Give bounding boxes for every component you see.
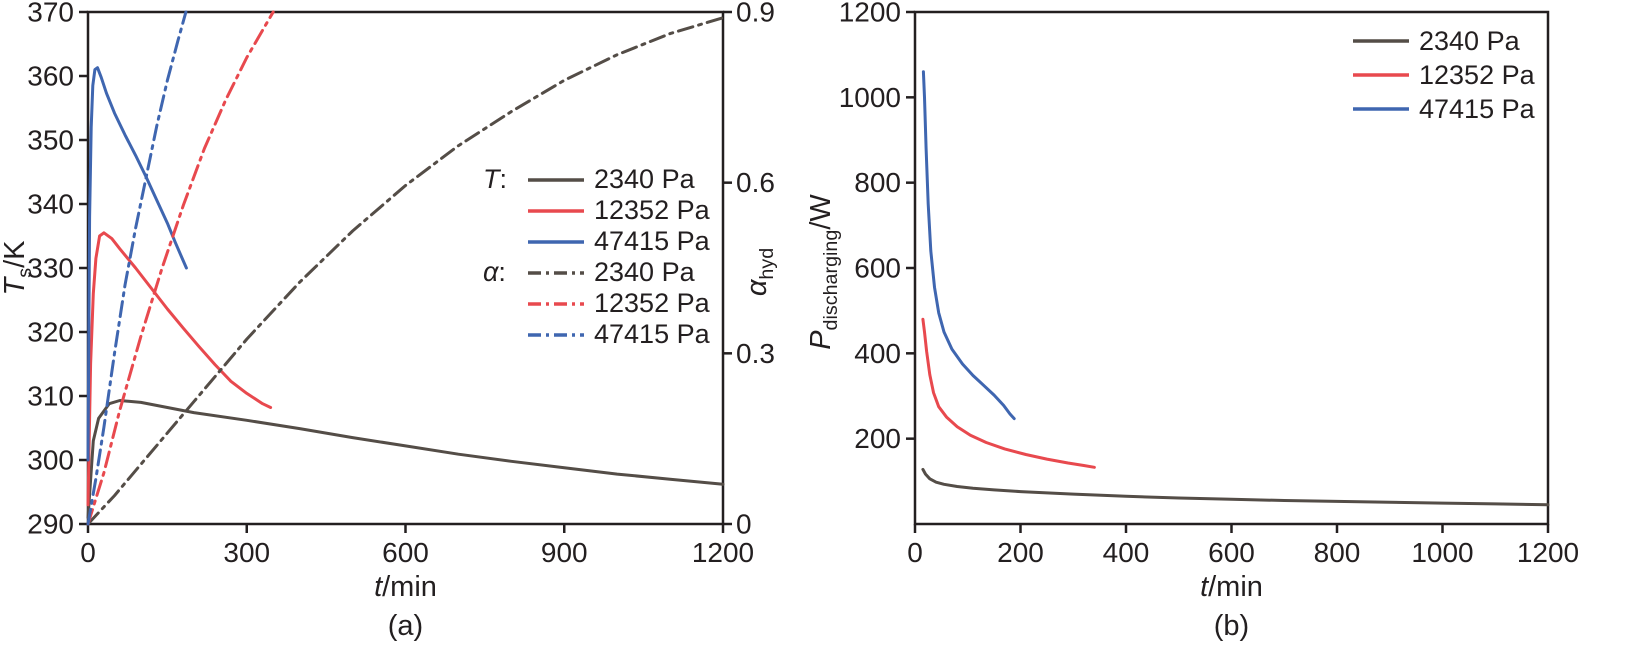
- legend-line-P-2340-icon: [1353, 39, 1409, 43]
- svg-text:600: 600: [854, 253, 901, 284]
- svg-text:800: 800: [854, 167, 901, 198]
- legend-row-alpha-12352: 12352 Pa: [483, 288, 710, 319]
- svg-text:800: 800: [1314, 537, 1361, 568]
- legend-label: 2340 Pa: [594, 257, 695, 287]
- legend-prefix-alpha: α:: [483, 257, 527, 288]
- legend-row-alpha-47415: 47415 Pa: [483, 319, 710, 350]
- svg-text:400: 400: [1103, 537, 1150, 568]
- legend-line-P-47415-icon: [1353, 107, 1409, 111]
- svg-text:1000: 1000: [839, 82, 901, 113]
- caption-a: (a): [387, 610, 424, 642]
- legend-row-P-12352: 12352 Pa: [1352, 58, 1535, 92]
- axis-label-temperature: Ts/K: [0, 241, 37, 296]
- legend-b: 2340 Pa 12352 Pa 47415 Pa: [1352, 24, 1535, 126]
- axis-label-time-a: t/min: [88, 571, 723, 604]
- svg-text:350: 350: [27, 125, 74, 156]
- svg-text:600: 600: [382, 537, 429, 568]
- chart-a-canvas: 0 300 600 900 1200 290 300 310 320 330 340 350 360 37…: [27, 0, 775, 568]
- svg-text:360: 360: [27, 61, 74, 92]
- legend-label: 2340 Pa: [1419, 25, 1520, 56]
- svg-text:0: 0: [736, 509, 752, 540]
- panel-a: 0 300 600 900 1200 290 300 310 320 330 340 350 360 37…: [0, 0, 800, 654]
- legend-line-alpha-12352-icon: [528, 301, 584, 306]
- legend-alpha-colon: :: [498, 257, 506, 287]
- legend-row-T-12352: 12352 Pa: [483, 195, 710, 226]
- svg-text:300: 300: [27, 445, 74, 476]
- legend-line-alpha-2340-icon: [528, 270, 584, 275]
- legend-a: T: 2340 Pa 12352 Pa 47415 Pa α: 2340 Pa: [483, 164, 710, 350]
- svg-text:0: 0: [80, 537, 96, 568]
- svg-text:330: 330: [27, 253, 74, 284]
- temperature-unit: /K: [0, 240, 32, 268]
- legend-prefix-T: T:: [483, 164, 527, 195]
- power-unit: /W: [805, 194, 838, 230]
- legend-T-symbol: T: [483, 164, 500, 194]
- power-symbol: P: [805, 330, 838, 350]
- svg-text:1000: 1000: [1411, 537, 1473, 568]
- svg-text:320: 320: [27, 317, 74, 348]
- legend-row-alpha-2340: α: 2340 Pa: [483, 257, 710, 288]
- temperature-subscript: s: [13, 267, 36, 278]
- svg-text:200: 200: [997, 537, 1044, 568]
- svg-text:1200: 1200: [839, 0, 901, 28]
- legend-line-alpha-47415-icon: [528, 332, 584, 337]
- axis-label-power: Pdischarging/W: [805, 194, 843, 350]
- time-unit-b: /min: [1208, 571, 1263, 603]
- svg-text:0: 0: [907, 537, 923, 568]
- svg-text:1200: 1200: [1517, 537, 1579, 568]
- legend-line-T-2340-icon: [528, 177, 584, 182]
- legend-label: 12352 Pa: [594, 195, 710, 225]
- svg-text:0.3: 0.3: [736, 338, 775, 369]
- legend-label: 47415 Pa: [594, 319, 710, 349]
- axis-label-time-b: t/min: [915, 571, 1548, 604]
- alpha-subscript: hyd: [755, 247, 778, 280]
- time-symbol-a: t: [374, 571, 383, 603]
- caption-b: (b): [1213, 610, 1250, 642]
- svg-text:0.9: 0.9: [736, 0, 775, 28]
- power-subscript: discharging: [819, 229, 842, 331]
- legend-label: 47415 Pa: [1419, 93, 1535, 124]
- svg-text:290: 290: [27, 509, 74, 540]
- legend-alpha-symbol: α: [483, 257, 499, 287]
- legend-line-T-47415-icon: [528, 239, 584, 244]
- chart-b-canvas: 0 200 400 600 800 1000 1200 200 400 600 800 1000 120…: [839, 0, 1579, 568]
- svg-text:600: 600: [1208, 537, 1255, 568]
- svg-text:310: 310: [27, 381, 74, 412]
- legend-label: 47415 Pa: [594, 226, 710, 256]
- panel-b: 0 200 400 600 800 1000 1200 200 400 600 800 1000 120…: [800, 0, 1643, 654]
- legend-label: 12352 Pa: [594, 288, 710, 318]
- temperature-symbol: T: [0, 277, 32, 296]
- legend-row-T-2340: T: 2340 Pa: [483, 164, 710, 195]
- legend-T-colon: :: [499, 164, 508, 194]
- svg-text:300: 300: [223, 537, 270, 568]
- svg-text:200: 200: [854, 423, 901, 454]
- legend-row-P-47415: 47415 Pa: [1352, 92, 1535, 126]
- legend-label: 2340 Pa: [594, 164, 695, 194]
- legend-row-T-47415: 47415 Pa: [483, 226, 710, 257]
- svg-text:370: 370: [27, 0, 74, 28]
- time-symbol-b: t: [1200, 571, 1209, 603]
- svg-text:1200: 1200: [692, 537, 754, 568]
- alpha-symbol: α: [741, 279, 774, 297]
- svg-text:340: 340: [27, 189, 74, 220]
- legend-line-T-12352-icon: [528, 208, 584, 213]
- svg-text:0.6: 0.6: [736, 167, 775, 198]
- legend-row-P-2340: 2340 Pa: [1352, 24, 1535, 58]
- legend-line-P-12352-icon: [1353, 73, 1409, 77]
- axis-label-alpha: αhyd: [741, 248, 779, 296]
- svg-text:900: 900: [541, 537, 588, 568]
- legend-label: 12352 Pa: [1419, 59, 1535, 90]
- svg-text:400: 400: [854, 338, 901, 369]
- time-unit-a: /min: [382, 571, 437, 603]
